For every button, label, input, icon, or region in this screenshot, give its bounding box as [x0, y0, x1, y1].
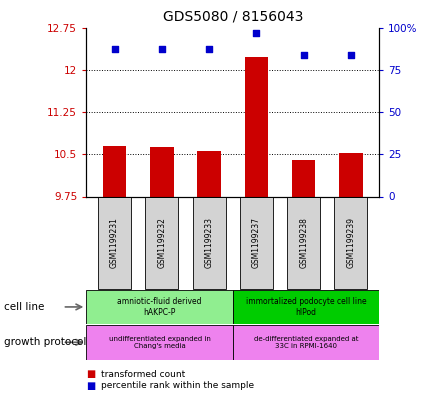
Point: [347, 51, 353, 58]
Point: [158, 46, 165, 53]
FancyBboxPatch shape: [239, 196, 272, 289]
Bar: [197, 151, 221, 196]
Text: de-differentiated expanded at
33C in RPMI-1640: de-differentiated expanded at 33C in RPM…: [253, 336, 357, 349]
Text: GSM1199233: GSM1199233: [204, 217, 213, 268]
Text: transformed count: transformed count: [101, 370, 185, 378]
Point: [252, 29, 259, 36]
Text: GSM1199237: GSM1199237: [251, 217, 260, 268]
FancyBboxPatch shape: [232, 325, 378, 360]
Bar: [338, 153, 362, 196]
FancyBboxPatch shape: [192, 196, 225, 289]
Text: ■: ■: [86, 369, 95, 379]
Title: GDS5080 / 8156043: GDS5080 / 8156043: [162, 9, 302, 24]
FancyBboxPatch shape: [86, 325, 232, 360]
Text: GSM1199238: GSM1199238: [298, 217, 307, 268]
Text: undifferentiated expanded in
Chang's media: undifferentiated expanded in Chang's med…: [108, 336, 210, 349]
Text: GSM1199239: GSM1199239: [346, 217, 355, 268]
Text: immortalized podocyte cell line
hIPod: immortalized podocyte cell line hIPod: [245, 297, 366, 317]
Bar: [291, 160, 315, 196]
FancyBboxPatch shape: [232, 290, 378, 324]
Point: [205, 46, 212, 53]
Bar: [244, 57, 267, 196]
Text: GSM1199231: GSM1199231: [110, 217, 119, 268]
FancyBboxPatch shape: [86, 290, 232, 324]
Point: [300, 51, 307, 58]
FancyBboxPatch shape: [98, 196, 131, 289]
FancyBboxPatch shape: [145, 196, 178, 289]
Text: growth protocol: growth protocol: [4, 337, 86, 347]
Bar: [102, 146, 126, 196]
Text: amniotic-fluid derived
hAKPC-P: amniotic-fluid derived hAKPC-P: [117, 297, 201, 317]
Point: [111, 46, 118, 53]
Text: ■: ■: [86, 381, 95, 391]
Text: GSM1199232: GSM1199232: [157, 217, 166, 268]
Text: percentile rank within the sample: percentile rank within the sample: [101, 382, 254, 390]
FancyBboxPatch shape: [334, 196, 367, 289]
Bar: [150, 147, 173, 196]
FancyBboxPatch shape: [286, 196, 319, 289]
Text: cell line: cell line: [4, 302, 45, 312]
